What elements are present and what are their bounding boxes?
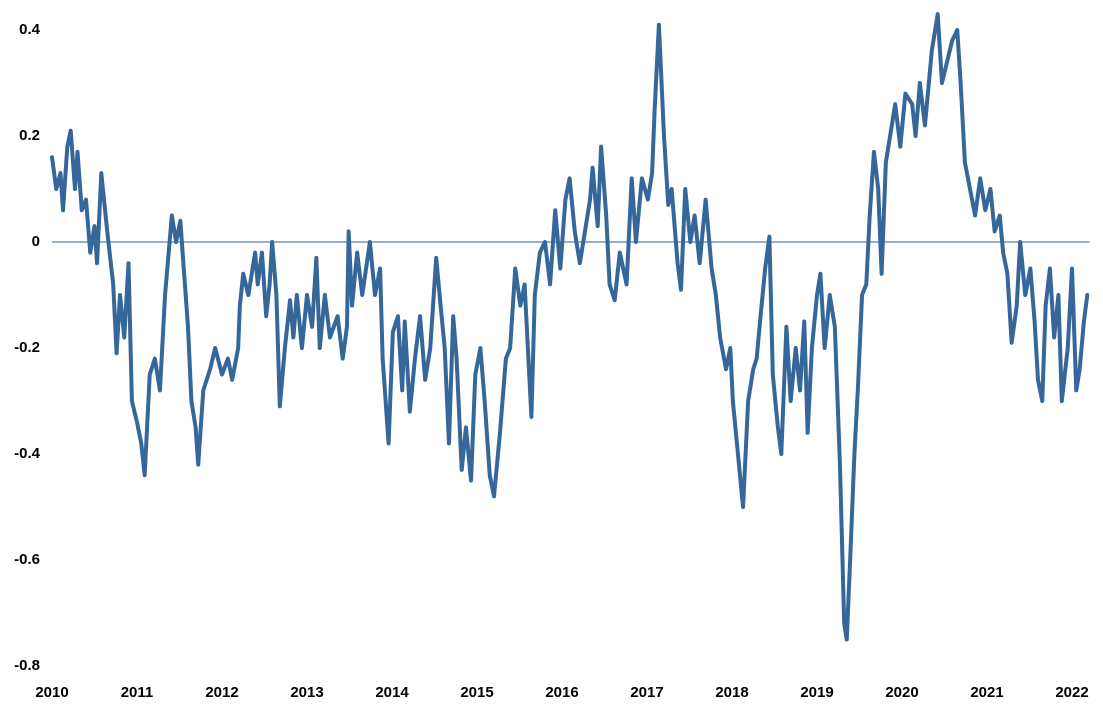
x-tick-label: 2010 — [35, 684, 68, 701]
x-tick-label: 2013 — [290, 684, 323, 701]
y-tick-label: 0.4 — [19, 21, 41, 38]
x-tick-label: 2016 — [545, 684, 578, 701]
x-tick-label: 2021 — [970, 684, 1003, 701]
x-tick-label: 2022 — [1055, 684, 1088, 701]
y-tick-label: -0.4 — [14, 445, 41, 462]
y-tick-label: -0.6 — [14, 551, 40, 568]
y-tick-label: 0 — [32, 233, 40, 250]
x-tick-label: 2017 — [630, 684, 663, 701]
x-tick-label: 2014 — [375, 684, 409, 701]
y-tick-label: -0.8 — [14, 657, 40, 674]
data-line — [50, 12, 1090, 642]
x-tick-label: 2019 — [800, 684, 833, 701]
y-tick-label: 0.2 — [19, 127, 40, 144]
x-tick-label: 2020 — [885, 684, 918, 701]
x-tick-label: 2015 — [460, 684, 493, 701]
x-tick-label: 2011 — [121, 684, 154, 701]
y-tick-label: -0.2 — [14, 339, 40, 356]
x-tick-label: 2012 — [205, 684, 238, 701]
x-tick-label: 2018 — [715, 684, 748, 701]
